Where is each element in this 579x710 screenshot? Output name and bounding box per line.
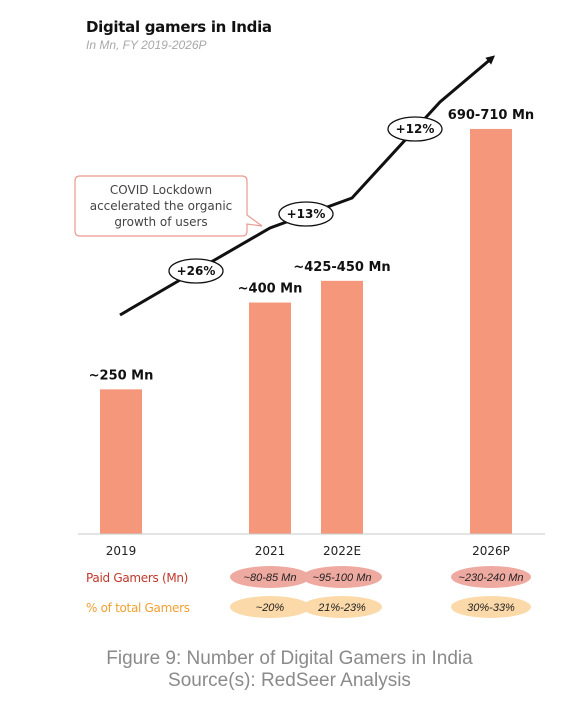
x-tick-labels: 2019 2021 2022E 2026P bbox=[106, 544, 510, 558]
covid-note-line-1: COVID Lockdown bbox=[110, 183, 212, 197]
covid-note-line-2: accelerated the organic bbox=[90, 199, 233, 213]
x-tick-2019: 2019 bbox=[106, 544, 137, 558]
bar-value-label-2022E: ~425-450 Mn bbox=[293, 260, 390, 275]
caption-line-1: Figure 9: Number of Digital Gamers in In… bbox=[0, 648, 579, 670]
growth-label-1: +26% bbox=[177, 264, 216, 278]
caption-line-2: Source(s): RedSeer Analysis bbox=[0, 670, 579, 692]
paid-gamers-label: Paid Gamers (Mn) bbox=[86, 571, 188, 585]
pct-pill-text-2022E: 21%-23% bbox=[317, 602, 366, 614]
pct-pill-text-2021: ~20% bbox=[256, 602, 285, 614]
x-tick-2022E: 2022E bbox=[323, 544, 361, 558]
x-tick-2021: 2021 bbox=[255, 544, 286, 558]
bar-value-label-2021: ~400 Mn bbox=[238, 282, 303, 297]
pct-gamers-label: % of total Gamers bbox=[86, 601, 190, 615]
growth-label-2: +13% bbox=[287, 207, 326, 221]
paid-pill-text-2026P: ~230-240 Mn bbox=[458, 572, 523, 584]
pct-pill-text-2026P: 30%-33% bbox=[467, 602, 515, 614]
chart-title: Digital gamers in India bbox=[86, 18, 272, 36]
covid-note-line-3: growth of users bbox=[114, 215, 207, 229]
bar-2026P bbox=[470, 129, 512, 534]
paid-pill-text-2022E: ~95-100 Mn bbox=[312, 572, 371, 584]
growth-label-3: +12% bbox=[396, 122, 435, 136]
info-pills: ~80-85 Mn ~95-100 Mn ~230-240 Mn ~20% 21%-23… bbox=[230, 566, 531, 618]
covid-note: COVID Lockdown accelerated the organic g… bbox=[75, 176, 262, 236]
x-tick-2026P: 2026P bbox=[472, 544, 510, 558]
bar-2021 bbox=[249, 303, 291, 534]
paid-pill-text-2021: ~80-85 Mn bbox=[244, 572, 297, 584]
bar-value-label-2019: ~250 Mn bbox=[89, 368, 154, 383]
chart-subtitle: In Mn, FY 2019-2026P bbox=[86, 38, 207, 52]
chart: Digital gamers in India In Mn, FY 2019-2… bbox=[0, 0, 579, 640]
figure-caption: Figure 9: Number of Digital Gamers in In… bbox=[0, 648, 579, 692]
bar-2019 bbox=[100, 389, 142, 534]
bar-2022E bbox=[321, 281, 363, 534]
bars-group: ~250 Mn ~400 Mn ~425-450 Mn 690-710 Mn bbox=[89, 108, 535, 534]
bar-value-label-2026P: 690-710 Mn bbox=[448, 108, 534, 123]
